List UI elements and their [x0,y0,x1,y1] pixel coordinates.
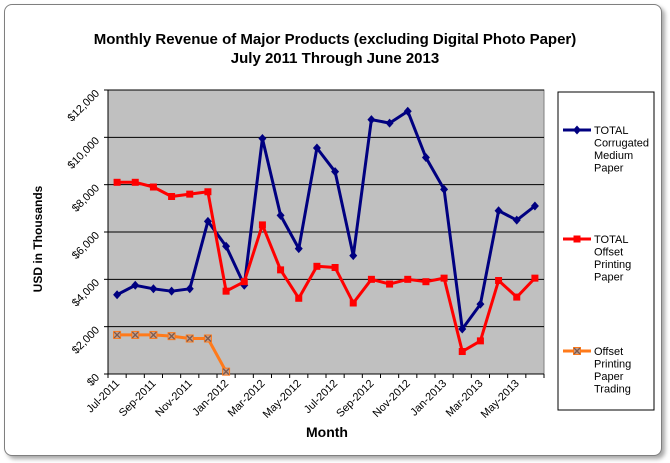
series-0-point-2 [149,284,158,294]
legend-label-line: Corrugated [594,138,649,150]
series-0-point-1 [131,280,140,290]
series-1-point-6 [222,287,230,295]
series-1-point-17 [422,278,430,286]
series-2-point-6 [222,367,231,376]
y-tick-label: $4,000 [70,277,102,309]
y-tick-label: $8,000 [70,182,102,214]
chart-subtitle: July 2011 Through June 2013 [231,50,439,67]
series-1-point-4 [186,190,194,198]
series-1-point-22 [513,293,521,301]
series-0-point-16 [403,106,412,116]
series-0-point-6 [222,241,231,251]
x-tick-label: Sep-2012 [334,378,376,420]
series-1 [113,178,539,356]
series-2-point-0 [113,330,122,339]
legend-label-line: Printing [594,359,631,371]
series-1-point-3 [168,193,176,200]
series-0-point-19 [458,324,467,334]
series-0-point-12 [331,167,340,177]
series-0-point-5 [203,216,212,226]
series-0-point-14 [367,115,376,125]
series-1-point-16 [404,275,412,283]
series-0-point-20 [476,299,485,309]
legend-label-line: Paper [594,371,624,383]
series-1-point-5 [204,188,212,196]
y-tick-label: $6,000 [70,230,102,262]
legend: TOTALCorrugatedMediumPaperTOTALOffsetPri… [563,125,649,396]
x-tick-label: Jan-2013 [408,378,449,419]
series-1-point-13 [349,299,357,307]
legend-label-line: Medium [594,150,633,162]
series-0-point-10 [294,244,303,254]
series-1-point-0 [113,178,121,186]
y-tick-label: $10,000 [66,135,103,172]
series-0-point-21 [494,206,503,216]
series-legend-0-point-0 [573,125,581,135]
series-1-point-21 [495,277,503,285]
series-2-point-1 [131,330,140,339]
series-1-point-14 [367,275,375,283]
legend-label-line: TOTAL [594,125,628,137]
legend-label-line: Paper [594,272,624,284]
series-0-point-0 [113,290,122,300]
series-2-point-4 [185,334,194,343]
y-tick-label: $2,000 [70,324,102,356]
series-1-point-20 [476,337,484,345]
series-1-point-23 [531,274,539,282]
series-0-point-4 [185,284,194,294]
legend-label-line: Trading [594,384,631,396]
x-tick-label: Nov-2012 [371,378,413,420]
gridlines [108,89,544,375]
series-legend-1-point-0 [573,235,581,243]
series-0-point-3 [167,286,176,296]
y-tick-label: $12,000 [66,88,103,125]
y-tick-label: $0 [85,372,102,389]
series-1-point-2 [149,183,157,191]
legend-label-line: Printing [594,259,631,271]
legend-label-line: Offset [594,346,623,358]
x-tick-label: Jan-2012 [190,378,231,419]
series-0-point-15 [385,118,394,128]
x-tick-label: Nov-2011 [153,378,195,420]
series-1-point-15 [386,280,394,288]
series-1-point-1 [131,178,139,186]
series-2-point-5 [203,334,212,343]
x-axis-ticks: Jul-2011Sep-2011Nov-2011Jan-2012Mar-2012… [84,374,545,421]
series-0-point-8 [258,134,267,144]
y-axis-title: USD in Thousands [31,185,45,292]
series-1-point-8 [258,221,266,229]
legend-box [557,91,655,411]
legend-label-line: Paper [594,163,624,175]
series-2-point-2 [149,330,158,339]
x-axis-title: Month [306,424,348,440]
series-1-point-10 [295,294,303,302]
series-legend-2-point-0 [573,347,581,355]
series-1-point-11 [313,262,321,270]
series-1-point-12 [331,264,339,271]
series-layer [113,106,539,376]
series-1-point-7 [240,278,248,286]
series-1-point-9 [277,266,285,274]
series-0-point-9 [276,210,285,220]
series-0-point-18 [440,184,449,194]
series-1-point-19 [458,348,466,356]
series-2 [113,330,231,376]
series-0-point-17 [421,152,430,162]
x-tick-label: May-2013 [479,378,522,421]
x-tick-label: Sep-2011 [117,378,159,420]
x-tick-label: May-2012 [261,378,304,421]
series-0-point-11 [312,143,321,153]
chart-title: Monthly Revenue of Major Products (exclu… [94,31,577,48]
series-0-point-22 [512,215,521,225]
legend-label-line: TOTAL [594,234,628,246]
series-0-point-13 [349,251,358,261]
series-1-point-18 [440,274,448,282]
series-0-point-23 [530,201,539,211]
legend-label-line: Offset [594,247,623,259]
series-2-point-3 [167,332,176,341]
